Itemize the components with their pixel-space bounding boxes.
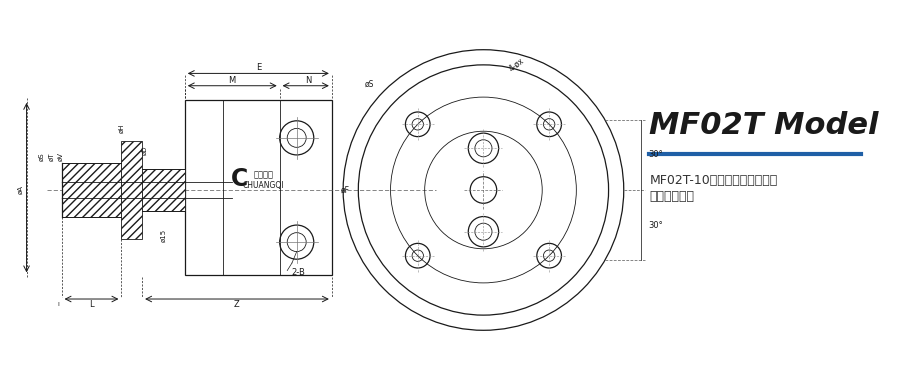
Text: øT: øT xyxy=(48,153,54,161)
Text: øS: øS xyxy=(365,79,375,88)
Text: øS: øS xyxy=(39,152,45,161)
Text: Z: Z xyxy=(234,300,240,309)
Text: øV: øV xyxy=(58,152,63,161)
Bar xyxy=(121,141,142,239)
Text: øD: øD xyxy=(141,146,147,155)
Bar xyxy=(142,169,185,211)
Text: 液压旋转接头: 液压旋转接头 xyxy=(649,190,694,203)
Bar xyxy=(185,100,331,276)
Text: 30°: 30° xyxy=(648,150,663,160)
Text: 2-B: 2-B xyxy=(292,268,306,277)
Text: CHUANGQI: CHUANGQI xyxy=(242,181,285,190)
Text: 4-øx: 4-øx xyxy=(508,56,526,74)
Text: MF02T-10型两通路带中心通孔: MF02T-10型两通路带中心通孔 xyxy=(649,174,778,187)
Text: ø15: ø15 xyxy=(160,229,166,242)
Text: 30°: 30° xyxy=(648,220,663,230)
Text: L: L xyxy=(89,300,94,309)
Text: MF02T Model: MF02T Model xyxy=(649,111,879,140)
Text: øH: øH xyxy=(118,124,124,133)
Text: C: C xyxy=(231,166,249,191)
Text: øF: øF xyxy=(341,185,350,195)
Text: M: M xyxy=(229,76,236,86)
Text: 山东创启: 山东创启 xyxy=(253,170,274,179)
Text: øA: øA xyxy=(17,185,24,195)
Text: N: N xyxy=(305,76,311,86)
Text: E: E xyxy=(256,63,261,72)
Text: I: I xyxy=(58,302,60,307)
Bar xyxy=(62,163,121,217)
